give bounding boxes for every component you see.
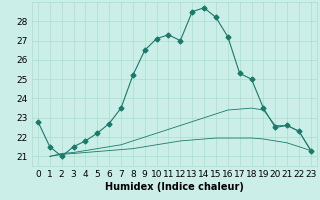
X-axis label: Humidex (Indice chaleur): Humidex (Indice chaleur)	[105, 182, 244, 192]
